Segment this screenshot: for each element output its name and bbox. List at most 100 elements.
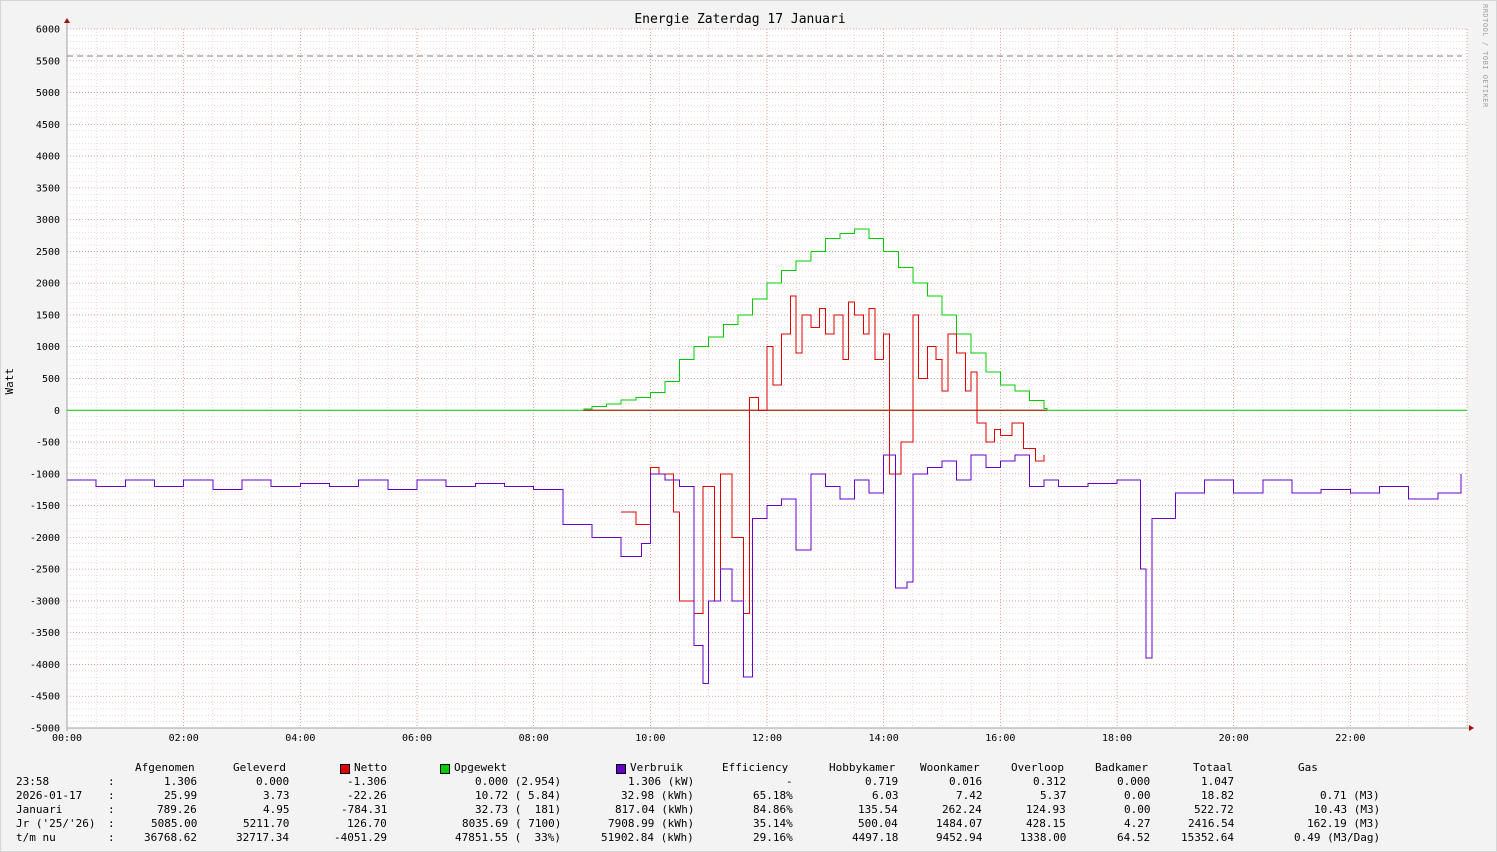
legend-value: 29.16% bbox=[753, 831, 793, 844]
energy-chart: -5000 -4500 -4000 -3500 -3000 -2500 -2000 -1500… bbox=[30, 12, 1474, 744]
header-totaal: Totaal bbox=[1193, 761, 1233, 774]
legend-value: 64.52 bbox=[1117, 831, 1151, 844]
header-netto: Netto bbox=[354, 761, 388, 774]
series-line-verbruik bbox=[67, 454, 1462, 685]
legend-value: 135.54 bbox=[858, 803, 898, 816]
header-woonkamer: Woonkamer bbox=[920, 761, 980, 774]
legend-value: 0.49 (M3/Dag) bbox=[1294, 831, 1381, 844]
y-tick-label: 500 bbox=[42, 374, 60, 385]
legend-value: 32717.34 bbox=[236, 831, 289, 844]
y-tick-label: -3000 bbox=[30, 596, 60, 607]
x-tick-label: 00:00 bbox=[52, 733, 82, 744]
legend-value: 4497.18 bbox=[852, 831, 899, 844]
legend-value: 4.95 bbox=[263, 803, 290, 816]
x-axis-arrow bbox=[1469, 725, 1474, 731]
y-tick-label: 3000 bbox=[36, 215, 60, 226]
legend-row-sep: : bbox=[108, 831, 115, 844]
legend-value: - bbox=[786, 775, 793, 788]
header-geleverd: Geleverd bbox=[233, 761, 286, 774]
netto-swatch bbox=[340, 764, 350, 774]
legend-value: 1.306 bbox=[164, 775, 198, 788]
legend-value: 3.73 bbox=[263, 789, 290, 802]
legend-value: 789.26 bbox=[157, 803, 197, 816]
y-tick-label: 4500 bbox=[36, 120, 60, 131]
y-tick-label: -2000 bbox=[30, 533, 60, 544]
legend-value: 47851.55 ( 33%) bbox=[455, 831, 561, 844]
legend-value: 7908.99 (kWh) bbox=[608, 817, 695, 830]
legend-value: 1338.00 bbox=[1020, 831, 1067, 844]
legend-row-label: Januari bbox=[16, 803, 63, 816]
legend-row-label: 23:58 bbox=[16, 775, 50, 788]
legend-value: 10.43 (M3) bbox=[1314, 803, 1381, 816]
y-tick-label: 4000 bbox=[36, 152, 60, 163]
header-badkamer: Badkamer bbox=[1095, 761, 1148, 774]
y-tick-label: 5000 bbox=[36, 88, 60, 99]
legend-row-sep: : bbox=[108, 803, 115, 816]
legend-value: 32.98 (kWh) bbox=[621, 789, 694, 802]
header-hobbykamer: Hobbykamer bbox=[829, 761, 896, 774]
legend-value: 0.000 bbox=[1117, 775, 1151, 788]
legend-value: 5085.00 bbox=[151, 817, 198, 830]
legend-value: 0.00 bbox=[1124, 803, 1151, 816]
legend-row-label: 2026-01-17 bbox=[16, 789, 83, 802]
legend-value: 1.306 (kW) bbox=[628, 775, 695, 788]
header-gas: Gas bbox=[1298, 761, 1318, 774]
header-opgewekt: Opgewekt bbox=[454, 761, 507, 774]
legend-value: 522.72 bbox=[1194, 803, 1234, 816]
legend-row-sep: : bbox=[108, 789, 115, 802]
legend-value: 10.72 ( 5.84) bbox=[475, 789, 562, 802]
x-tick-label: 04:00 bbox=[285, 733, 315, 744]
x-tick-label: 14:00 bbox=[869, 733, 899, 744]
x-tick-label: 02:00 bbox=[169, 733, 199, 744]
legend-row-sep: : bbox=[108, 775, 115, 788]
legend-value: 5.37 bbox=[1040, 789, 1067, 802]
y-axis-label: Watt bbox=[3, 368, 16, 395]
series-line-opgewekt bbox=[583, 228, 1048, 411]
rrdtool-credit: RRDTOOL / TOBI OETIKER bbox=[1481, 4, 1489, 108]
legend-value: 0.016 bbox=[949, 775, 983, 788]
legend-value: 32.73 ( 181) bbox=[475, 803, 562, 816]
legend-value: 18.82 bbox=[1201, 789, 1235, 802]
x-tick-label: 20:00 bbox=[1219, 733, 1249, 744]
x-tick-label: 18:00 bbox=[1102, 733, 1132, 744]
x-tick-label: 06:00 bbox=[402, 733, 432, 744]
legend-value: 2416.54 bbox=[1188, 817, 1235, 830]
legend-value: 1.047 bbox=[1201, 775, 1235, 788]
x-tick-label: 08:00 bbox=[519, 733, 549, 744]
legend-value: 5211.70 bbox=[243, 817, 290, 830]
y-tick-label: -1500 bbox=[30, 501, 60, 512]
legend-value: -1.306 bbox=[347, 775, 387, 788]
y-tick-label: -1000 bbox=[30, 469, 60, 480]
legend-value: 0.312 bbox=[1033, 775, 1067, 788]
legend-row-sep: : bbox=[108, 817, 115, 830]
y-tick-label: -4000 bbox=[30, 660, 60, 671]
opgewekt-swatch bbox=[440, 764, 450, 774]
header-verbruik: Verbruik bbox=[630, 761, 683, 774]
legend-value: 65.18% bbox=[753, 789, 793, 802]
y-tick-label: -4500 bbox=[30, 692, 60, 703]
y-tick-label: -2500 bbox=[30, 565, 60, 576]
legend-value: 9452.94 bbox=[936, 831, 983, 844]
legend-value: -22.26 bbox=[347, 789, 387, 802]
legend-value: 162.19 (M3) bbox=[1307, 817, 1380, 830]
x-tick-label: 22:00 bbox=[1335, 733, 1365, 744]
legend-value: 36768.62 bbox=[144, 831, 197, 844]
header-overloop: Overloop bbox=[1011, 761, 1064, 774]
legend-value: 7.42 bbox=[956, 789, 983, 802]
y-tick-label: 5500 bbox=[36, 56, 60, 67]
legend-value: 6.03 bbox=[872, 789, 899, 802]
legend-table: Afgenomen Geleverd Netto Opgewekt Verbru… bbox=[0, 760, 1497, 852]
y-tick-label: 2000 bbox=[36, 279, 60, 290]
chart-title: Energie Zaterdag 17 Januari bbox=[634, 12, 845, 27]
legend-value: 0.000 (2.954) bbox=[475, 775, 562, 788]
legend-value: 124.93 bbox=[1026, 803, 1066, 816]
x-tick-label: 10:00 bbox=[635, 733, 665, 744]
legend-value: -784.31 bbox=[341, 803, 388, 816]
y-tick-label: -500 bbox=[36, 438, 60, 449]
y-tick-label: -5000 bbox=[30, 724, 60, 735]
legend-value: 428.15 bbox=[1026, 817, 1066, 830]
y-tick-label: -3500 bbox=[30, 628, 60, 639]
x-tick-label: 16:00 bbox=[985, 733, 1015, 744]
legend-value: 0.71 (M3) bbox=[1320, 789, 1380, 802]
legend-value: 4.27 bbox=[1124, 817, 1151, 830]
